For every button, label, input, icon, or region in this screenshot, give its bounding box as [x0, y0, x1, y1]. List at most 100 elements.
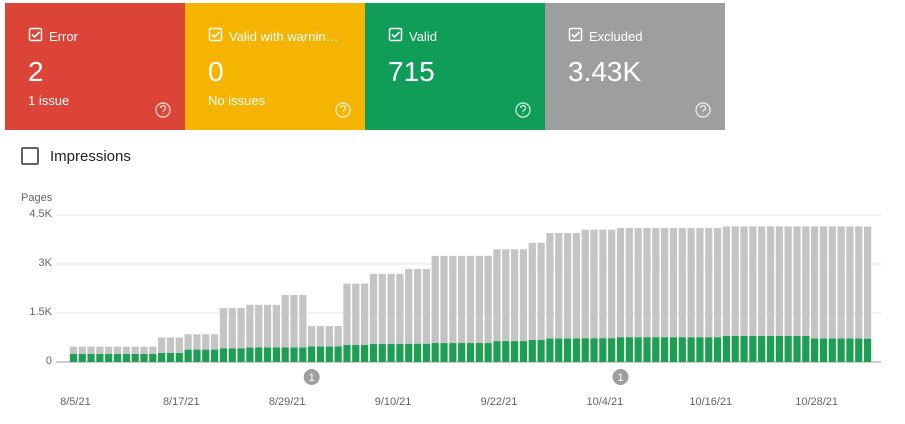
- bar-segment: [784, 226, 792, 336]
- bar-segment: [458, 343, 466, 362]
- status-card[interactable]: Valid 715: [365, 3, 545, 130]
- check-mark: [391, 31, 401, 39]
- bar-segment: [563, 232, 572, 339]
- impressions-checkbox[interactable]: [21, 147, 39, 165]
- bar-segment: [246, 347, 254, 362]
- x-tick-label: 9/22/21: [481, 396, 518, 408]
- bar-segment: [308, 326, 316, 347]
- bar-segment: [449, 255, 457, 344]
- bar-segment: [555, 338, 563, 362]
- bar-segment: [616, 228, 625, 338]
- impressions-label[interactable]: Impressions: [50, 148, 131, 165]
- bar-segment: [634, 337, 642, 362]
- bar-segment: [131, 346, 139, 354]
- bar-segment: [255, 347, 263, 362]
- bar-segment: [802, 226, 810, 336]
- status-card[interactable]: Error 2 1 issue: [5, 3, 185, 130]
- card-checkbox: [568, 27, 583, 42]
- bar-segment: [511, 249, 519, 342]
- bar-segment: [360, 283, 369, 346]
- bar-segment: [855, 338, 863, 362]
- bar-segment: [413, 343, 422, 362]
- bar-segment: [87, 353, 95, 362]
- bar-segment: [528, 242, 536, 340]
- bar-segment: [581, 229, 589, 339]
- bar-segment: [158, 352, 166, 362]
- bar-segment: [669, 228, 678, 338]
- y-tick-label: 3K: [39, 257, 53, 269]
- bar-segment: [440, 343, 448, 362]
- bar-segment: [811, 226, 819, 339]
- card-checkbox: [208, 27, 223, 42]
- bar-segment: [608, 338, 616, 362]
- bar-segment: [166, 352, 175, 362]
- x-tick-label: 10/28/21: [795, 396, 838, 408]
- bar-segment: [705, 337, 713, 362]
- bar-segment: [237, 348, 245, 362]
- status-card[interactable]: Valid with warnin… 0 No issues: [185, 3, 365, 130]
- bar-segment: [96, 346, 104, 354]
- check-mark: [211, 31, 221, 39]
- bar-segment: [69, 353, 78, 362]
- bar-segment: [228, 348, 236, 362]
- bar-segment: [166, 337, 175, 353]
- bar-segment: [387, 344, 395, 362]
- bar-segment: [431, 255, 439, 344]
- bar-segment: [511, 341, 519, 362]
- bar-segment: [661, 228, 669, 338]
- bar-segment: [458, 255, 466, 344]
- bar-segment: [422, 268, 430, 344]
- bar-segment: [369, 344, 378, 362]
- bar-segment: [863, 338, 872, 362]
- card-icons: [208, 27, 351, 118]
- bar-segment: [687, 228, 695, 338]
- bar-segment: [572, 232, 581, 339]
- help-icon: [335, 102, 351, 118]
- bar-segment: [184, 334, 192, 350]
- bar-segment: [696, 337, 704, 362]
- status-card[interactable]: Excluded 3.43K: [545, 3, 725, 130]
- bar-segment: [405, 343, 413, 362]
- bar-segment: [343, 283, 351, 346]
- bar-segment: [837, 226, 845, 339]
- bar-segment: [466, 255, 475, 344]
- bar-segment: [387, 273, 395, 345]
- bar-segment: [784, 335, 792, 362]
- bar-segment: [766, 335, 775, 362]
- x-tick-label: 8/29/21: [269, 396, 306, 408]
- bar-segment: [652, 337, 660, 362]
- bar-segment: [749, 335, 757, 362]
- bar-segment: [308, 346, 316, 362]
- x-tick-label: 9/10/21: [375, 396, 412, 408]
- bar-segment: [78, 353, 86, 362]
- bar-segment: [413, 268, 422, 344]
- bar-segment: [263, 347, 272, 362]
- bar-segment: [237, 308, 245, 349]
- bar-segment: [325, 326, 333, 347]
- help-icon-mark: [159, 104, 167, 114]
- bar-segment: [105, 346, 113, 354]
- bar-segment: [140, 346, 148, 354]
- bar-segment: [290, 347, 298, 362]
- bar-segment: [696, 228, 704, 338]
- annotation-marker: [303, 369, 320, 385]
- bar-segment: [519, 249, 528, 342]
- bar-segment: [210, 334, 219, 350]
- bar-segment: [555, 232, 563, 339]
- bar-segment: [202, 349, 210, 362]
- bar-segment: [255, 304, 263, 348]
- check-mark: [571, 31, 581, 39]
- bar-segment: [590, 229, 598, 339]
- bar-segment: [290, 295, 298, 348]
- card-checkbox: [28, 27, 43, 42]
- bar-segment: [316, 326, 325, 347]
- bar-segment: [519, 341, 528, 362]
- bar-segment: [758, 226, 766, 336]
- bar-segment: [678, 228, 686, 338]
- bar-segment: [828, 338, 836, 362]
- bar-segment: [687, 337, 695, 362]
- bar-segment: [528, 339, 536, 362]
- bar-segment: [713, 228, 722, 338]
- bar-segment: [766, 226, 775, 336]
